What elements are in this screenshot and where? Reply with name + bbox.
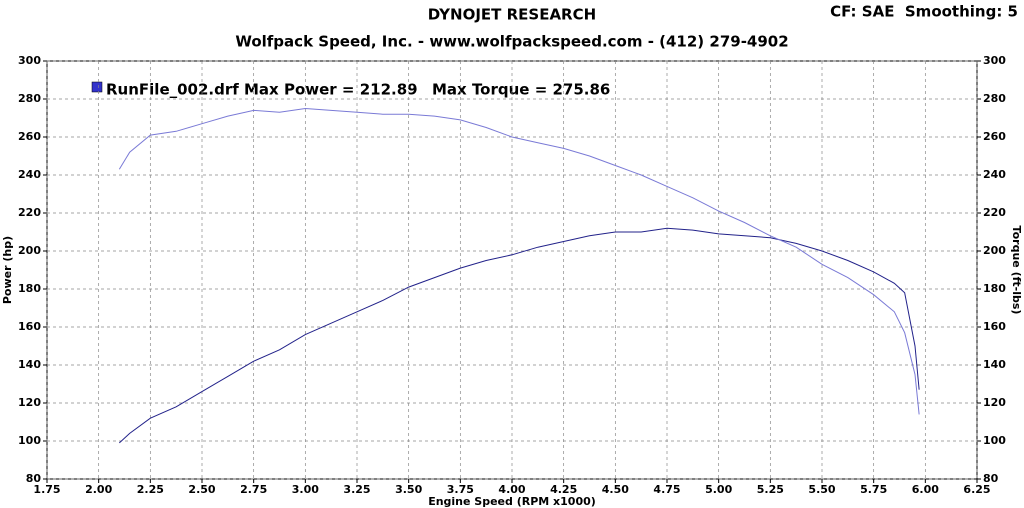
x-tick-label: 6.25 <box>963 483 990 496</box>
x-axis-label: Engine Speed (RPM x1000) <box>428 495 596 508</box>
y-tick-label: 280 <box>18 92 41 105</box>
y-tick-label: 140 <box>18 358 41 371</box>
x-tick-label: 2.50 <box>188 483 215 496</box>
series-line <box>118 227 920 444</box>
y2-tick-label: 100 <box>983 434 1006 447</box>
corner-note: CF: SAE Smoothing: 5 <box>830 3 1018 21</box>
x-tick-label: 3.25 <box>343 483 370 496</box>
x-tick-label: 2.00 <box>85 483 112 496</box>
y2-tick-label: 260 <box>983 130 1006 143</box>
x-tick-label: 1.75 <box>33 483 60 496</box>
x-tick-label: 3.50 <box>395 483 422 496</box>
y-tick-label: 300 <box>18 54 41 67</box>
x-tick-label: 4.75 <box>653 483 680 496</box>
y2-tick-label: 220 <box>983 206 1006 219</box>
y-tick-label: 180 <box>18 282 41 295</box>
x-tick-label: 5.50 <box>808 483 835 496</box>
y2-axis-label: Torque (ft-lbs) <box>1010 226 1023 315</box>
y2-tick-label: 200 <box>983 244 1006 257</box>
x-tick-label: 5.25 <box>757 483 784 496</box>
y-tick-label: 160 <box>18 320 41 333</box>
y-tick-label: 260 <box>18 130 41 143</box>
legend-icon <box>91 81 103 93</box>
y2-tick-label: 240 <box>983 168 1006 181</box>
y2-tick-label: 80 <box>983 472 999 485</box>
y-tick-label: 200 <box>18 244 41 257</box>
y2-tick-label: 280 <box>983 92 1006 105</box>
y-axis-label: Power (hp) <box>1 236 14 304</box>
y-tick-label: 80 <box>26 472 42 485</box>
x-tick-label: 2.75 <box>240 483 267 496</box>
x-tick-label: 6.00 <box>912 483 939 496</box>
x-tick-label: 5.00 <box>705 483 732 496</box>
x-tick-label: 3.75 <box>447 483 474 496</box>
x-tick-label: 4.25 <box>550 483 577 496</box>
y2-tick-label: 140 <box>983 358 1006 371</box>
y2-tick-label: 300 <box>983 54 1006 67</box>
x-tick-label: 2.25 <box>137 483 164 496</box>
legend-text: RunFile_002.drf Max Power = 212.89 <box>106 81 418 99</box>
chart-title: DYNOJET RESEARCH <box>428 6 596 24</box>
x-tick-label: 3.00 <box>292 483 319 496</box>
x-tick-label: 4.00 <box>498 483 525 496</box>
chart-subtitle: Wolfpack Speed, Inc. - www.wolfpackspeed… <box>235 33 788 51</box>
x-tick-label: 4.50 <box>602 483 629 496</box>
y-tick-label: 100 <box>18 434 41 447</box>
legend-text: Max Torque = 275.86 <box>432 81 610 99</box>
series-line <box>118 107 920 415</box>
y2-tick-label: 120 <box>983 396 1006 409</box>
x-tick-label: 5.75 <box>860 483 887 496</box>
y2-tick-label: 160 <box>983 320 1006 333</box>
y-tick-label: 120 <box>18 396 41 409</box>
y2-tick-label: 180 <box>983 282 1006 295</box>
y-tick-label: 220 <box>18 206 41 219</box>
y-tick-label: 240 <box>18 168 41 181</box>
